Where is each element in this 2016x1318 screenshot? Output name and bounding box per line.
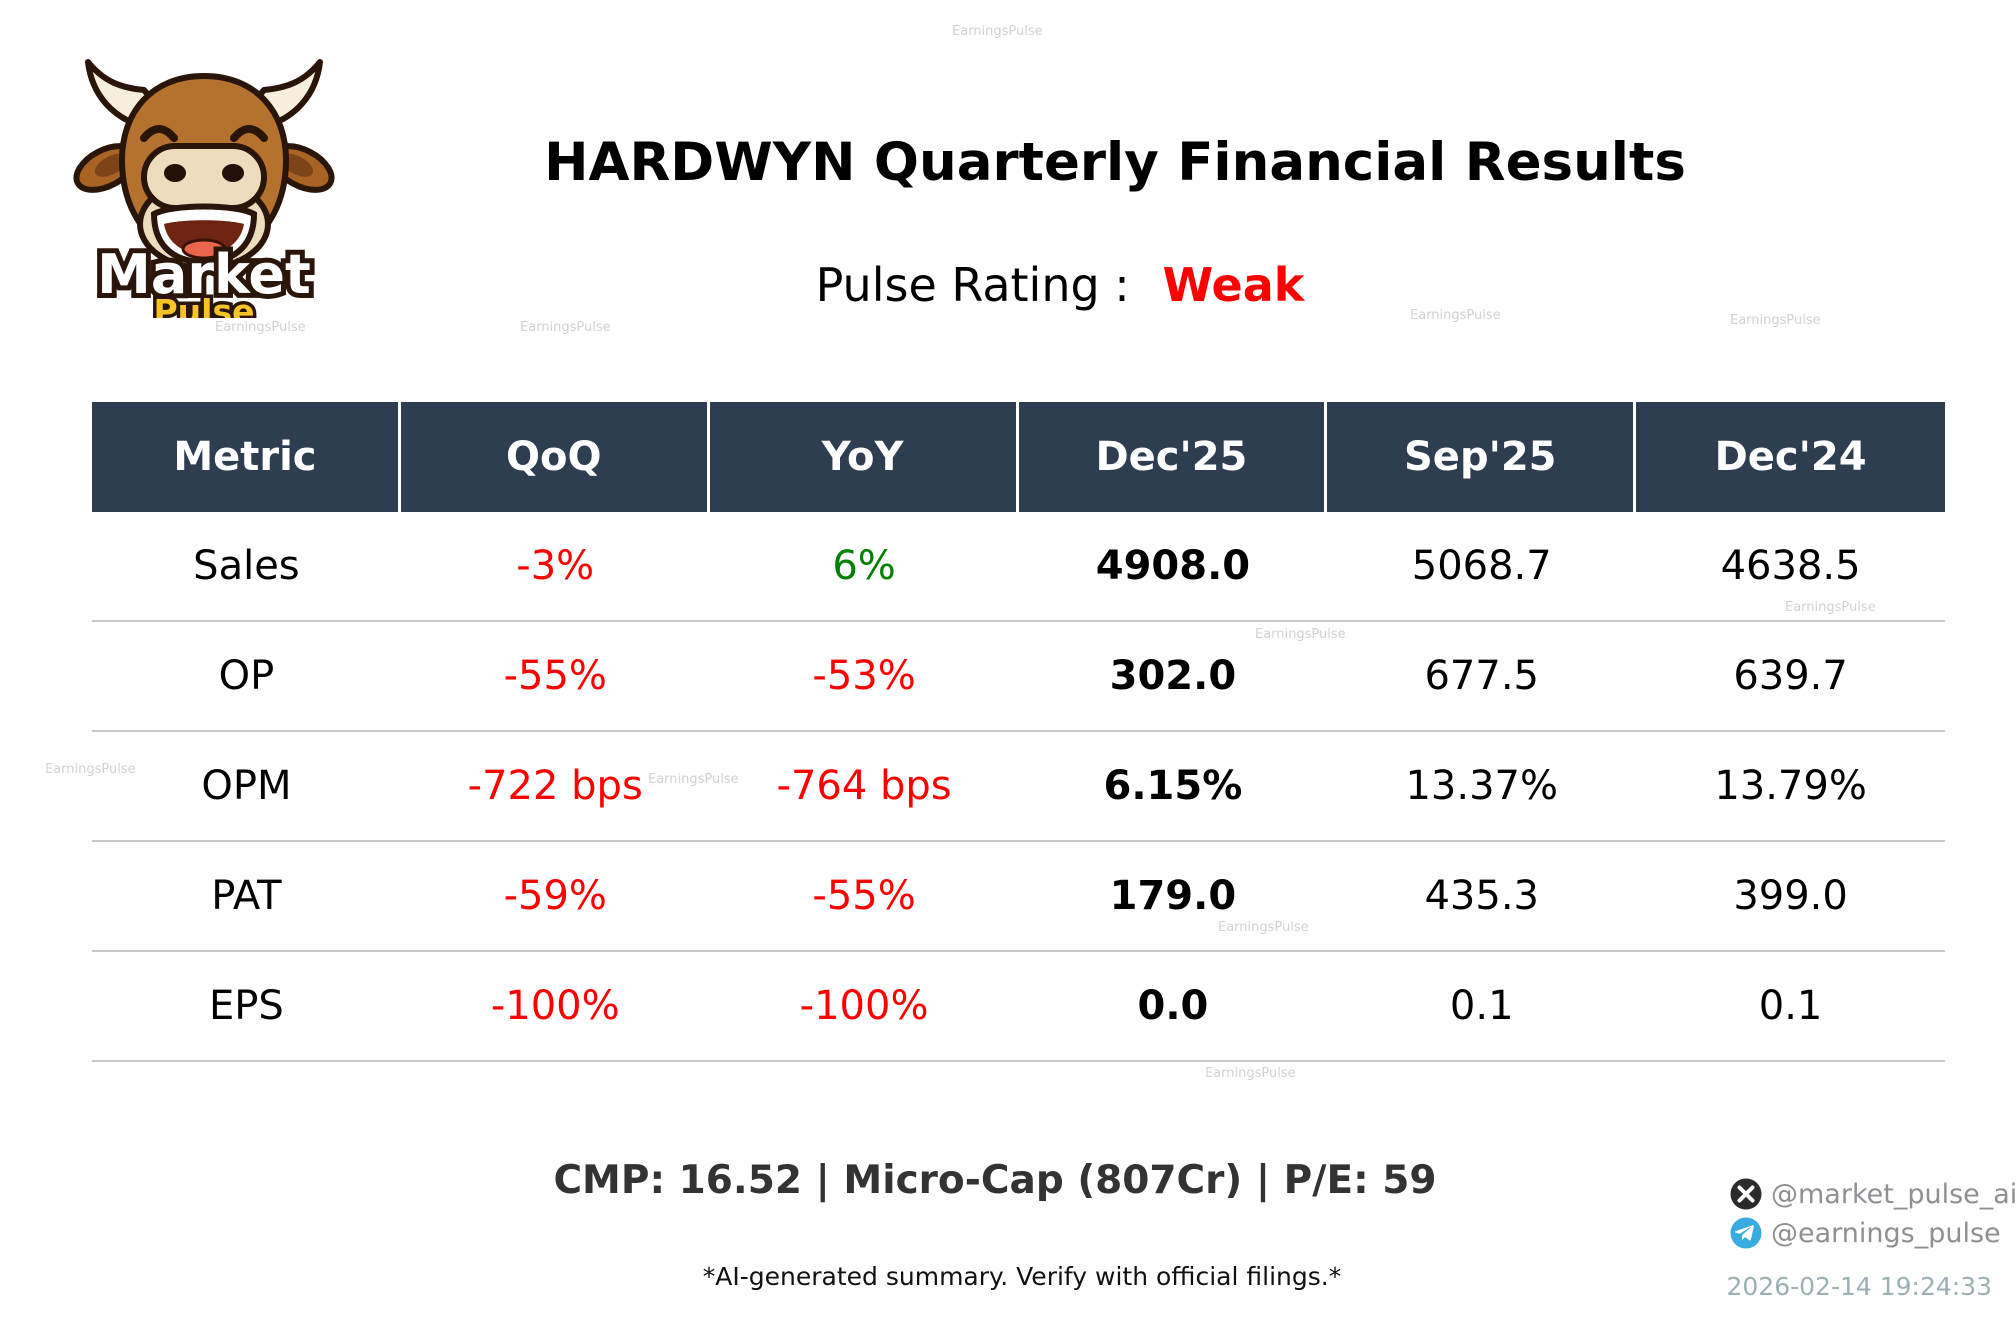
watermark-text: EarningsPulse [1218, 920, 1309, 935]
cell-current: 179.0 [1109, 873, 1237, 919]
bull-eye-right [230, 125, 268, 142]
page-title: HARDWYN Quarterly Financial Results [544, 132, 1686, 193]
bull-nostril-right [222, 164, 244, 182]
pulse-rating-line: Pulse Rating : Weak [215, 258, 1905, 312]
watermark-text: EarningsPulse [1205, 1066, 1296, 1081]
table-row: OP -55% -53% 302.0 677.5 639.7 [92, 622, 1945, 732]
cell-prev: 435.3 [1424, 873, 1539, 919]
bull-nostril-left [164, 164, 186, 182]
cell-metric: OP [218, 653, 275, 699]
watermark-text: EarningsPulse [215, 320, 306, 335]
valuation-summary: CMP: 16.52 | Micro-Cap (807Cr) | P/E: 59 [553, 1158, 1437, 1203]
cell-yoy: -55% [812, 873, 916, 919]
cell-metric: PAT [211, 873, 282, 919]
generated-timestamp: 2026-02-14 19:24:33 [1726, 1272, 1992, 1301]
social-handles: @market_pulse_ai @earnings_pulse [1730, 1178, 2016, 1256]
cell-current: 6.15% [1103, 763, 1243, 809]
table-row: EPS -100% -100% 0.0 0.1 0.1 [92, 952, 1945, 1062]
table-row: PAT -59% -55% 179.0 435.3 399.0 [92, 842, 1945, 952]
x-handle-row[interactable]: @market_pulse_ai [1730, 1178, 2016, 1210]
cell-qoq: -59% [503, 873, 607, 919]
table-body: Sales -3% 6% 4908.0 5068.7 4638.5 OP -55% -53% 30… [92, 512, 1945, 1062]
cell-year_ago: 0.1 [1758, 983, 1823, 1029]
telegram-icon [1730, 1217, 1762, 1249]
bull-tongue [181, 238, 227, 260]
column-header-yoy: YoY [709, 402, 1019, 512]
cell-prev: 677.5 [1424, 653, 1539, 699]
watermark-text: EarningsPulse [1255, 627, 1346, 642]
logo-text-market: Market [97, 243, 311, 306]
cell-yoy: -53% [812, 653, 916, 699]
table-row: OPM -722 bps -764 bps 6.15% 13.37% 13.79% [92, 732, 1945, 842]
watermark-text: EarningsPulse [520, 320, 611, 335]
watermark-text: EarningsPulse [1785, 600, 1876, 615]
watermark-text: EarningsPulse [648, 772, 739, 787]
telegram-handle-text: @earnings_pulse [1771, 1217, 2001, 1249]
cell-current: 302.0 [1109, 653, 1237, 699]
market-pulse-logo: Market Pulse [73, 59, 335, 318]
column-header-current-quarter: Dec'25 [1018, 402, 1328, 512]
cell-current: 0.0 [1137, 983, 1209, 1029]
cell-yoy: 6% [832, 543, 896, 589]
cell-year_ago: 399.0 [1733, 873, 1848, 919]
pulse-rating-value: Weak [1162, 258, 1305, 312]
column-header-metric: Metric [92, 402, 401, 512]
table-header-row: Metric QoQ YoY Dec'25 Sep'25 Dec'24 [92, 402, 1945, 512]
bull-eye-left [140, 125, 178, 142]
cell-qoq: -3% [516, 543, 595, 589]
cell-year_ago: 639.7 [1733, 653, 1848, 699]
table-row: Sales -3% 6% 4908.0 5068.7 4638.5 [92, 512, 1945, 622]
financials-table: Metric QoQ YoY Dec'25 Sep'25 Dec'24 Sale… [92, 402, 1945, 1062]
cell-yoy: -764 bps [776, 763, 952, 809]
cell-metric: OPM [201, 763, 292, 809]
cell-qoq: -55% [503, 653, 607, 699]
telegram-handle-row[interactable]: @earnings_pulse [1730, 1217, 2016, 1249]
cell-prev: 13.37% [1405, 763, 1558, 809]
x-handle-text: @market_pulse_ai [1771, 1178, 2016, 1210]
column-header-year-ago-quarter: Dec'24 [1636, 402, 1945, 512]
watermark-text: EarningsPulse [45, 762, 136, 777]
logo-text-pulse: Pulse [153, 292, 254, 318]
watermark-text: EarningsPulse [1730, 313, 1821, 328]
cell-current: 4908.0 [1095, 543, 1251, 589]
pulse-rating-label: Pulse Rating : [815, 258, 1130, 312]
cell-yoy: -100% [799, 983, 929, 1029]
watermark-text: EarningsPulse [952, 24, 1043, 39]
ai-disclaimer: *AI-generated summary. Verify with offic… [702, 1262, 1342, 1291]
watermark-text: EarningsPulse [1410, 308, 1501, 323]
cell-year_ago: 4638.5 [1720, 543, 1861, 589]
cell-metric: EPS [209, 983, 284, 1029]
cell-metric: Sales [193, 543, 300, 589]
cell-prev: 5068.7 [1411, 543, 1552, 589]
column-header-qoq: QoQ [400, 402, 710, 512]
cell-year_ago: 13.79% [1714, 763, 1867, 809]
column-header-previous-quarter: Sep'25 [1327, 402, 1637, 512]
cell-qoq: -722 bps [467, 763, 643, 809]
cell-prev: 0.1 [1449, 983, 1514, 1029]
cell-qoq: -100% [490, 983, 620, 1029]
x-twitter-icon [1730, 1178, 1762, 1210]
